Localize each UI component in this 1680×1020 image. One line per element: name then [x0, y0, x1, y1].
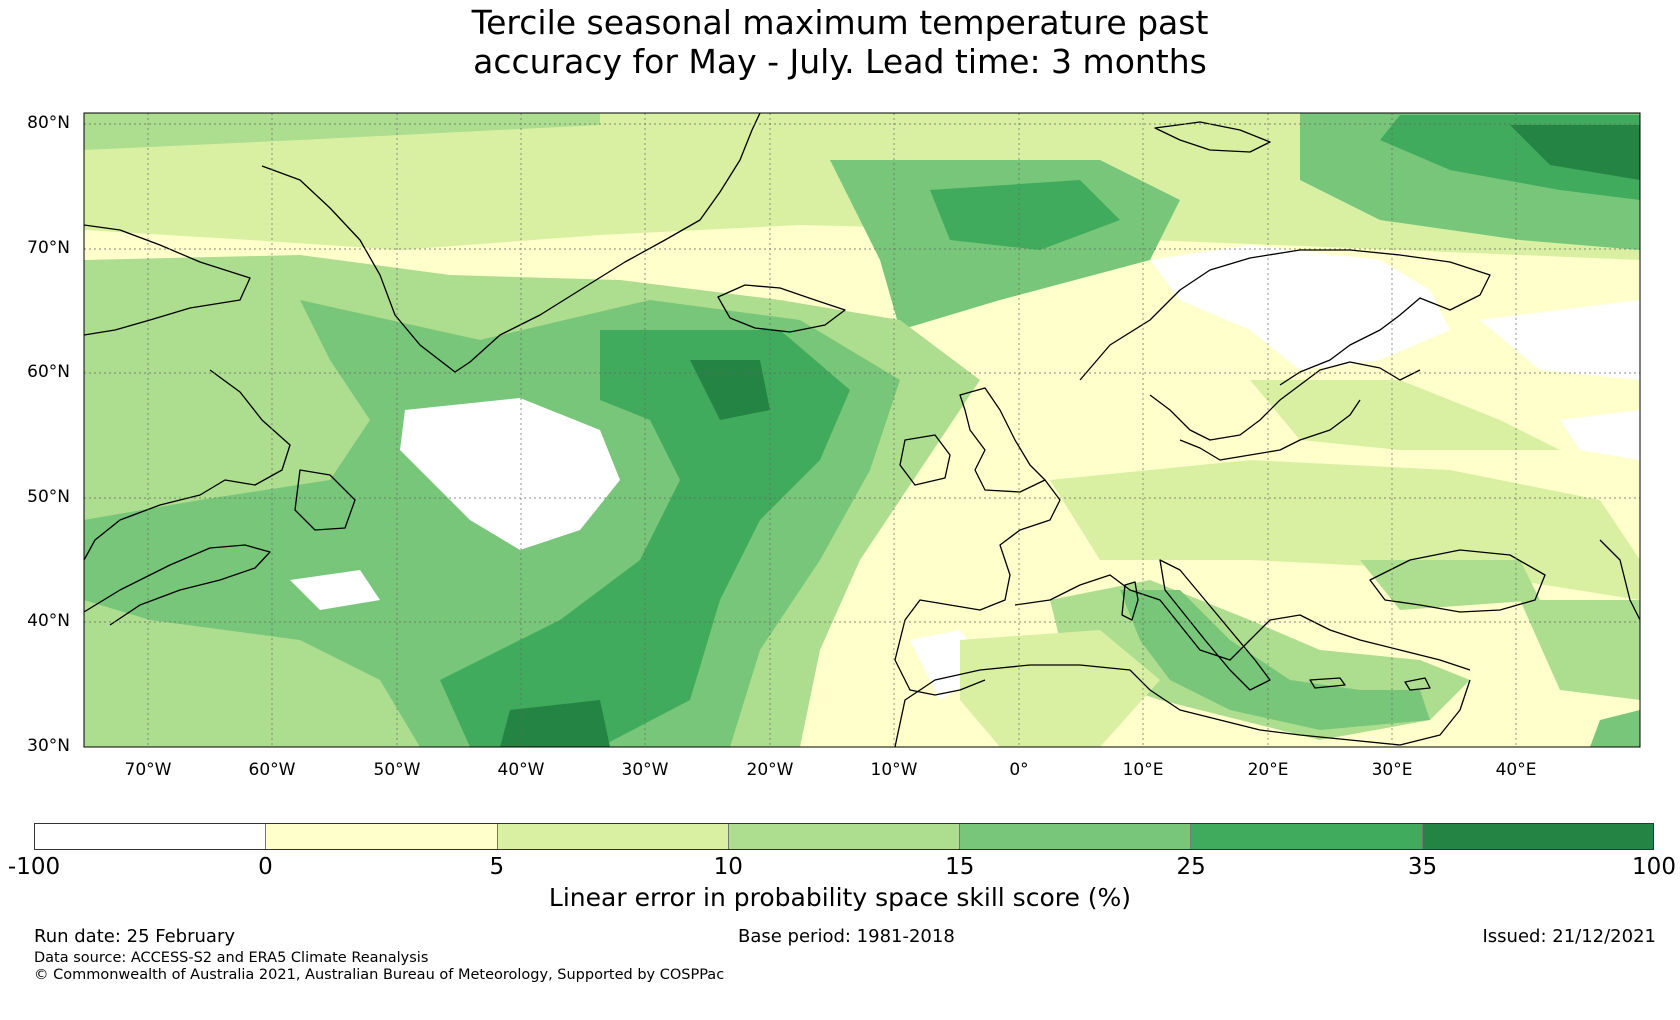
sweden-finland-coast: [1149, 361, 1421, 441]
nova-scotia-coast: [84, 544, 271, 626]
colorbar-segment: [35, 824, 267, 849]
colorbar-tick-label: 100: [1632, 854, 1676, 880]
map-title-line2: accuracy for May - July. Lead time: 3 mo…: [473, 42, 1207, 81]
colorbar-tick-label: 15: [945, 854, 975, 880]
colorbar-tick-label: 0: [258, 854, 273, 880]
baffin-coast: [84, 224, 251, 336]
colorbar-segment: [1422, 824, 1653, 849]
colorbar-tick-label: 35: [1407, 854, 1438, 880]
longitude-label: 20°E: [1247, 760, 1289, 780]
colorbar: [34, 823, 1654, 850]
colorbar-tick-label: 10: [713, 854, 743, 880]
colorbar-segment: [497, 824, 729, 849]
colorbar-segment: [1191, 824, 1423, 849]
colorbar-segment: [728, 824, 961, 849]
north-africa-coast: [894, 664, 1471, 747]
uk-coast: [959, 387, 1046, 493]
latitude-label: 40°N: [27, 611, 70, 631]
longitude-label: 10°E: [1122, 760, 1164, 780]
longitude-label: 30°E: [1371, 760, 1413, 780]
coastlines: [84, 113, 1640, 747]
longitude-label: 40°E: [1495, 760, 1537, 780]
europe-med-coast: [1014, 574, 1471, 671]
longitude-label: 40°W: [497, 760, 545, 780]
cyprus: [1404, 677, 1431, 691]
longitude-label: 70°W: [124, 760, 172, 780]
longitude-label: 0°: [1009, 760, 1029, 780]
colorbar-segment: [266, 824, 498, 849]
issued-date: Issued: 21/12/2021: [1482, 926, 1656, 947]
map-frame: [83, 112, 1641, 748]
base-period: Base period: 1981-2018: [738, 926, 955, 947]
colorbar-label: Linear error in probability space skill …: [548, 883, 1132, 912]
europe-west-coast: [894, 479, 1061, 696]
longitude-label: 50°W: [373, 760, 421, 780]
caspian-coast: [1599, 539, 1640, 621]
latitude-label: 30°N: [27, 736, 70, 756]
black-sea-coast: [1369, 549, 1546, 613]
colorbar-segment: [960, 824, 1192, 849]
svalbard-coast: [1154, 121, 1271, 153]
graticule: [84, 113, 1640, 748]
iceland-coast: [717, 284, 846, 333]
skill-score-heatmap: [84, 113, 1640, 747]
latitude-label: 70°N: [27, 238, 70, 258]
colorbar-tick-label: -100: [7, 854, 61, 880]
map-title-line1: Tercile seasonal maximum temperature pas…: [471, 3, 1209, 42]
newfoundland-coast: [294, 469, 356, 531]
longitude-label: 10°W: [870, 760, 918, 780]
longitude-label: 60°W: [248, 760, 296, 780]
latitude-label: 60°N: [27, 362, 70, 382]
crete: [1309, 677, 1346, 689]
norway-coast: [1079, 249, 1491, 386]
longitude-label: 30°W: [621, 760, 669, 780]
labrador-coast: [84, 369, 291, 561]
latitude-label: 80°N: [27, 113, 70, 133]
data-source: Data source: ACCESS-S2 and ERA5 Climate …: [34, 950, 429, 966]
copyright: © Commonwealth of Australia 2021, Austra…: [34, 967, 725, 983]
latitude-label: 50°N: [27, 487, 70, 507]
italy-coast: [1159, 559, 1271, 691]
colorbar-tick-label: 25: [1176, 854, 1206, 880]
greenland-coast: [261, 113, 761, 373]
run-date: Run date: 25 February: [34, 926, 235, 947]
sardinia-corsica: [1121, 581, 1139, 621]
colorbar-tick-label: 5: [489, 854, 505, 880]
baltic-coast: [1179, 399, 1361, 461]
longitude-label: 20°W: [746, 760, 794, 780]
ireland-coast: [899, 434, 951, 486]
